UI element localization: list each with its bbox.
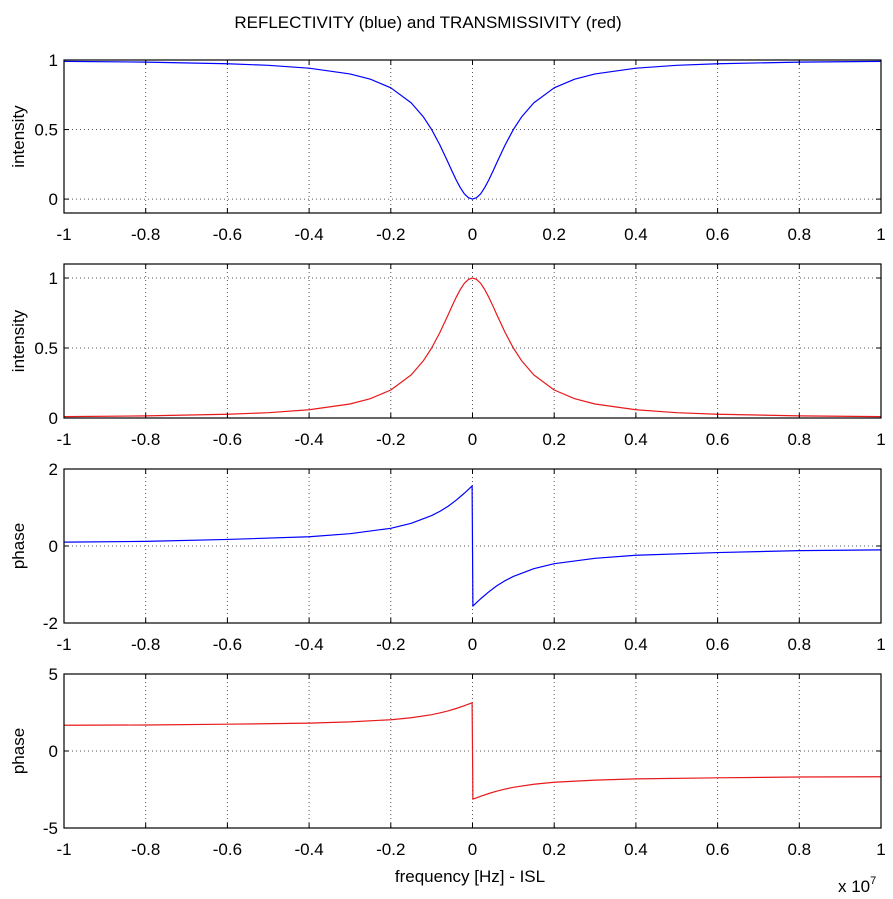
y-axis-label: phase: [9, 728, 28, 774]
x-multiplier-exponent: 7: [870, 875, 876, 887]
x-tick-label: -1: [56, 635, 71, 654]
x-tick-label: 0.2: [542, 225, 566, 244]
x-tick-label: 0.4: [624, 840, 648, 859]
x-tick-label: -0.2: [376, 635, 405, 654]
x-tick-label: 0: [468, 430, 477, 449]
x-tick-label: 0.2: [542, 430, 566, 449]
x-tick-label: -0.8: [131, 430, 160, 449]
x-tick-label: 0.4: [624, 635, 648, 654]
x-tick-label: 1: [876, 225, 885, 244]
x-tick-label: -0.4: [294, 430, 323, 449]
x-tick-label: 0.6: [706, 430, 730, 449]
figure-title: REFLECTIVITY (blue) and TRANSMISSIVITY (…: [234, 13, 621, 32]
x-tick-label: -0.2: [376, 225, 405, 244]
x-tick-label: 0.2: [542, 840, 566, 859]
y-tick-label: 0: [49, 742, 58, 761]
x-tick-label: 0: [468, 635, 477, 654]
x-multiplier-label: x 107: [838, 875, 876, 896]
x-tick-label: 0.6: [706, 840, 730, 859]
x-tick-label: -0.4: [294, 840, 323, 859]
series-line-1: [63, 277, 882, 418]
subplot-panels: -1 -0.8 -0.6 -0.4 -0.2 0 0.2 0.4 0.6 0.8 1 0 0.5 1 int…: [9, 51, 886, 859]
y-axis-label: intensity: [9, 105, 28, 168]
y-tick-label: 0: [49, 190, 58, 209]
series-line-1: [63, 702, 882, 800]
y-tick-label: 2: [49, 460, 58, 479]
subplot-4: -1 -0.8 -0.6 -0.4 -0.2 0 0.2 0.4 0.6 0.8 1 -5 0 5 phas…: [9, 665, 886, 859]
y-tick-label: 1: [49, 51, 58, 70]
x-tick-label: 0.8: [787, 635, 811, 654]
x-tick-label: -0.6: [213, 430, 242, 449]
x-tick-label: -0.8: [131, 840, 160, 859]
series-line-1: [63, 60, 882, 200]
x-tick-label: 0.6: [706, 225, 730, 244]
x-tick-label: -0.2: [376, 430, 405, 449]
x-tick-label: -1: [56, 225, 71, 244]
y-tick-label: 5: [49, 665, 58, 684]
x-tick-label: -0.8: [131, 635, 160, 654]
x-axis-label: frequency [Hz] - ISL: [395, 867, 545, 886]
subplot-3: -1 -0.8 -0.6 -0.4 -0.2 0 0.2 0.4 0.6 0.8 1 -2 0 2 phas…: [9, 460, 886, 654]
series-line-1: [63, 485, 882, 607]
y-tick-label: 0.5: [34, 121, 58, 140]
x-tick-label: -0.6: [213, 635, 242, 654]
x-tick-label: -0.8: [131, 225, 160, 244]
subplot-2: -1 -0.8 -0.6 -0.4 -0.2 0 0.2 0.4 0.6 0.8 1 0 0.5 1 int…: [9, 263, 886, 449]
x-tick-label: -0.4: [294, 635, 323, 654]
y-tick-label: 1: [49, 269, 58, 288]
x-tick-label: 0: [468, 840, 477, 859]
y-tick-label: 0: [49, 409, 58, 428]
y-axis-label: intensity: [9, 309, 28, 372]
y-tick-label: 0: [49, 537, 58, 556]
x-tick-label: 0.2: [542, 635, 566, 654]
x-multiplier-base: x 10: [838, 877, 870, 896]
x-tick-label: 0.4: [624, 225, 648, 244]
x-tick-label: 1: [876, 635, 885, 654]
x-tick-label: 0.6: [706, 635, 730, 654]
y-tick-label: 0.5: [34, 339, 58, 358]
x-tick-label: -0.6: [213, 840, 242, 859]
y-tick-label: -2: [43, 614, 58, 633]
y-tick-label: -5: [43, 819, 58, 838]
x-tick-label: 0.4: [624, 430, 648, 449]
x-tick-label: -1: [56, 430, 71, 449]
x-tick-label: 0.8: [787, 840, 811, 859]
x-tick-label: 0.8: [787, 225, 811, 244]
x-tick-label: 0.8: [787, 430, 811, 449]
x-tick-label: 0: [468, 225, 477, 244]
x-tick-label: -1: [56, 840, 71, 859]
x-tick-label: -0.2: [376, 840, 405, 859]
x-tick-label: -0.4: [294, 225, 323, 244]
subplot-1: -1 -0.8 -0.6 -0.4 -0.2 0 0.2 0.4 0.6 0.8 1 0 0.5 1 int…: [9, 51, 886, 244]
x-tick-label: 1: [876, 430, 885, 449]
x-tick-label: -0.6: [213, 225, 242, 244]
x-tick-label: 1: [876, 840, 885, 859]
y-axis-label: phase: [9, 523, 28, 569]
